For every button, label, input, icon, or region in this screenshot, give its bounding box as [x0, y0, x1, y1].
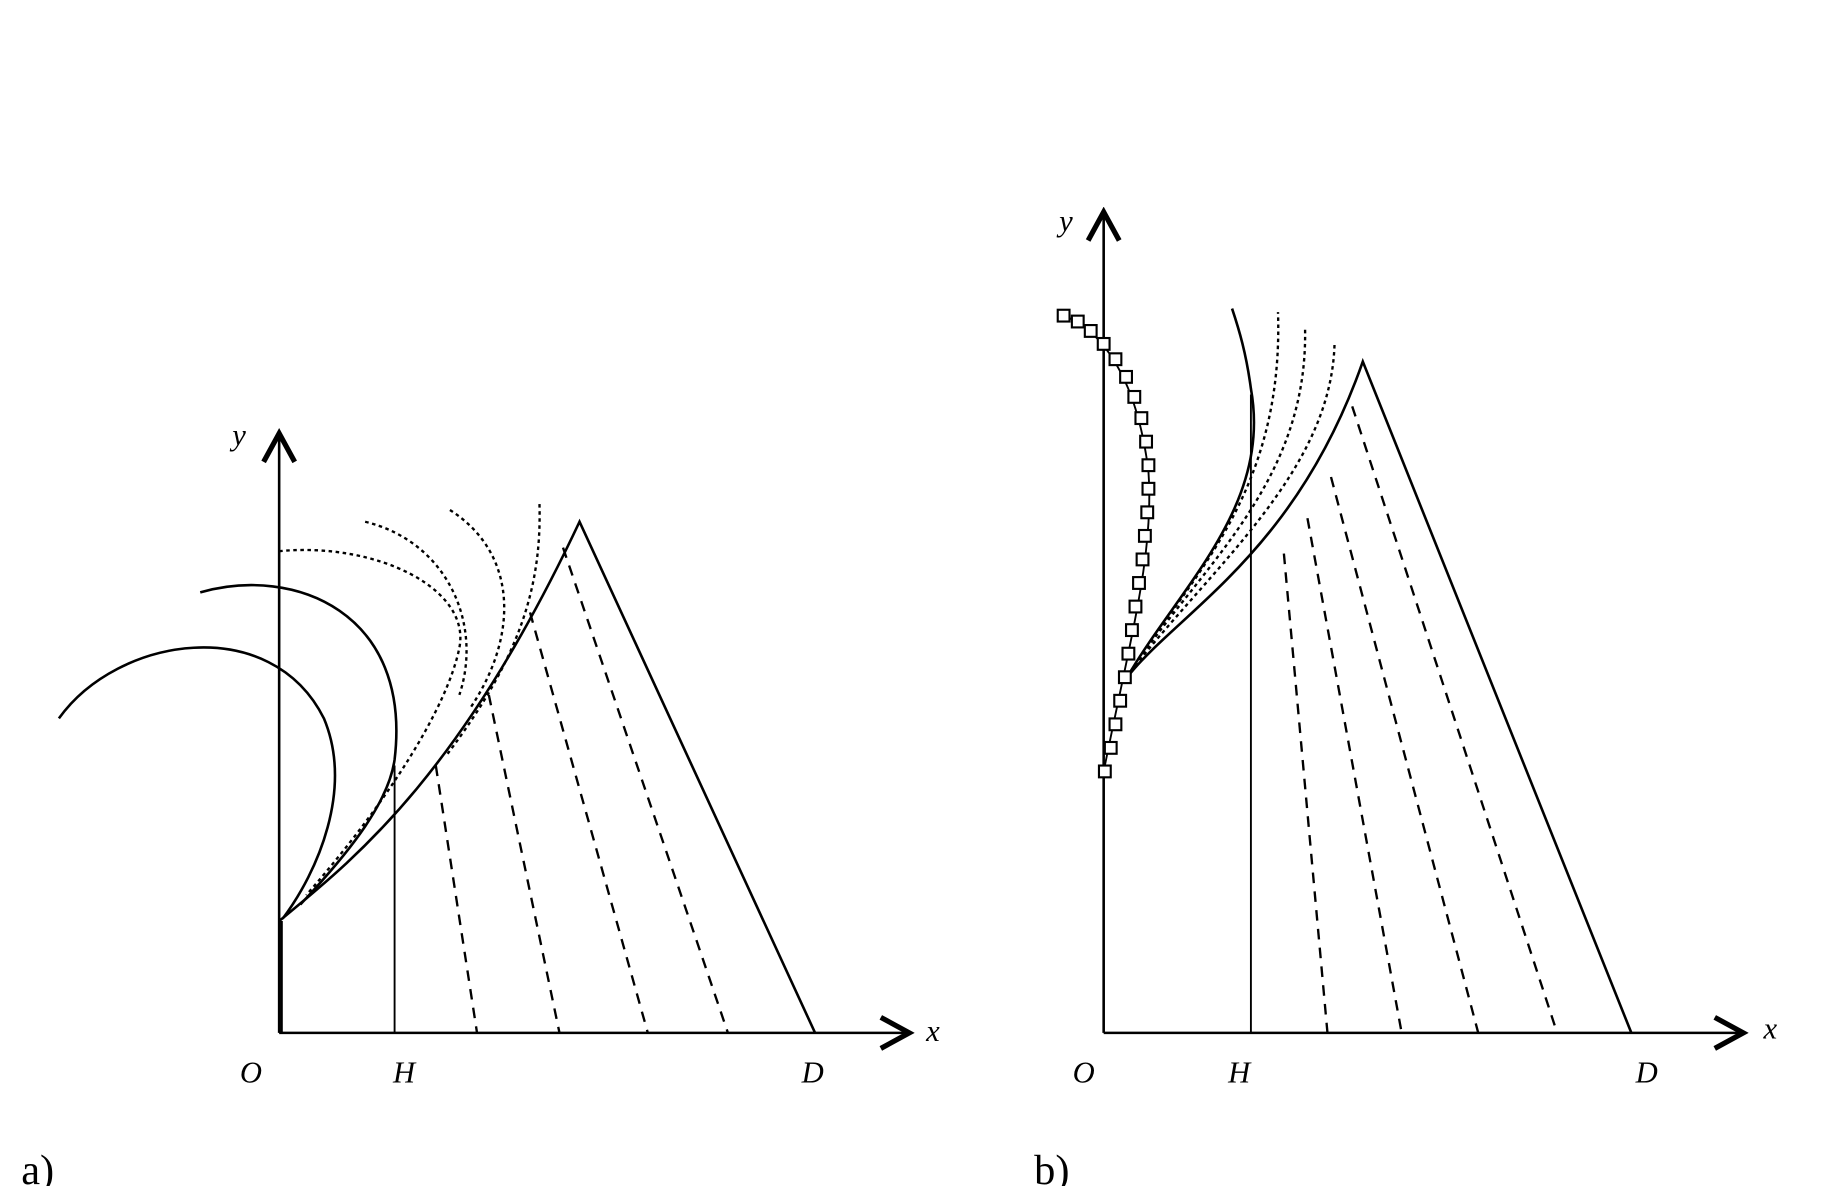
dotted-curve	[1129, 343, 1336, 673]
panel-label: a)	[21, 1147, 54, 1186]
point-label: O	[1073, 1055, 1095, 1089]
curve	[1126, 308, 1256, 678]
point-label: O	[240, 1055, 262, 1089]
y-label: y	[1056, 204, 1073, 238]
profile	[278, 518, 817, 1034]
arc	[57, 646, 337, 920]
arc	[199, 583, 398, 906]
dashed-lines	[1282, 405, 1559, 1034]
point-label: D	[801, 1055, 824, 1089]
x-label: x	[1763, 1012, 1778, 1046]
square-markers	[1056, 308, 1156, 779]
dotted-arc	[449, 508, 506, 708]
dotted-arc	[364, 520, 468, 696]
square-curve	[1063, 314, 1151, 772]
dotted-arc	[279, 548, 462, 896]
dotted-curve	[1129, 312, 1280, 672]
y-label: y	[229, 418, 246, 452]
profile	[1126, 357, 1633, 1034]
dotted-arc	[446, 504, 541, 755]
panel-b: y x O H D b)	[1034, 204, 1777, 1186]
point-label: H	[1227, 1055, 1252, 1089]
point-label: D	[1635, 1055, 1658, 1089]
panel-a: y x O H D a)	[21, 418, 940, 1186]
x-label: x	[925, 1014, 940, 1048]
dashed-lines	[434, 547, 730, 1034]
dotted-curve	[1129, 329, 1307, 672]
point-label: H	[392, 1055, 417, 1089]
panel-label: b)	[1034, 1147, 1069, 1186]
